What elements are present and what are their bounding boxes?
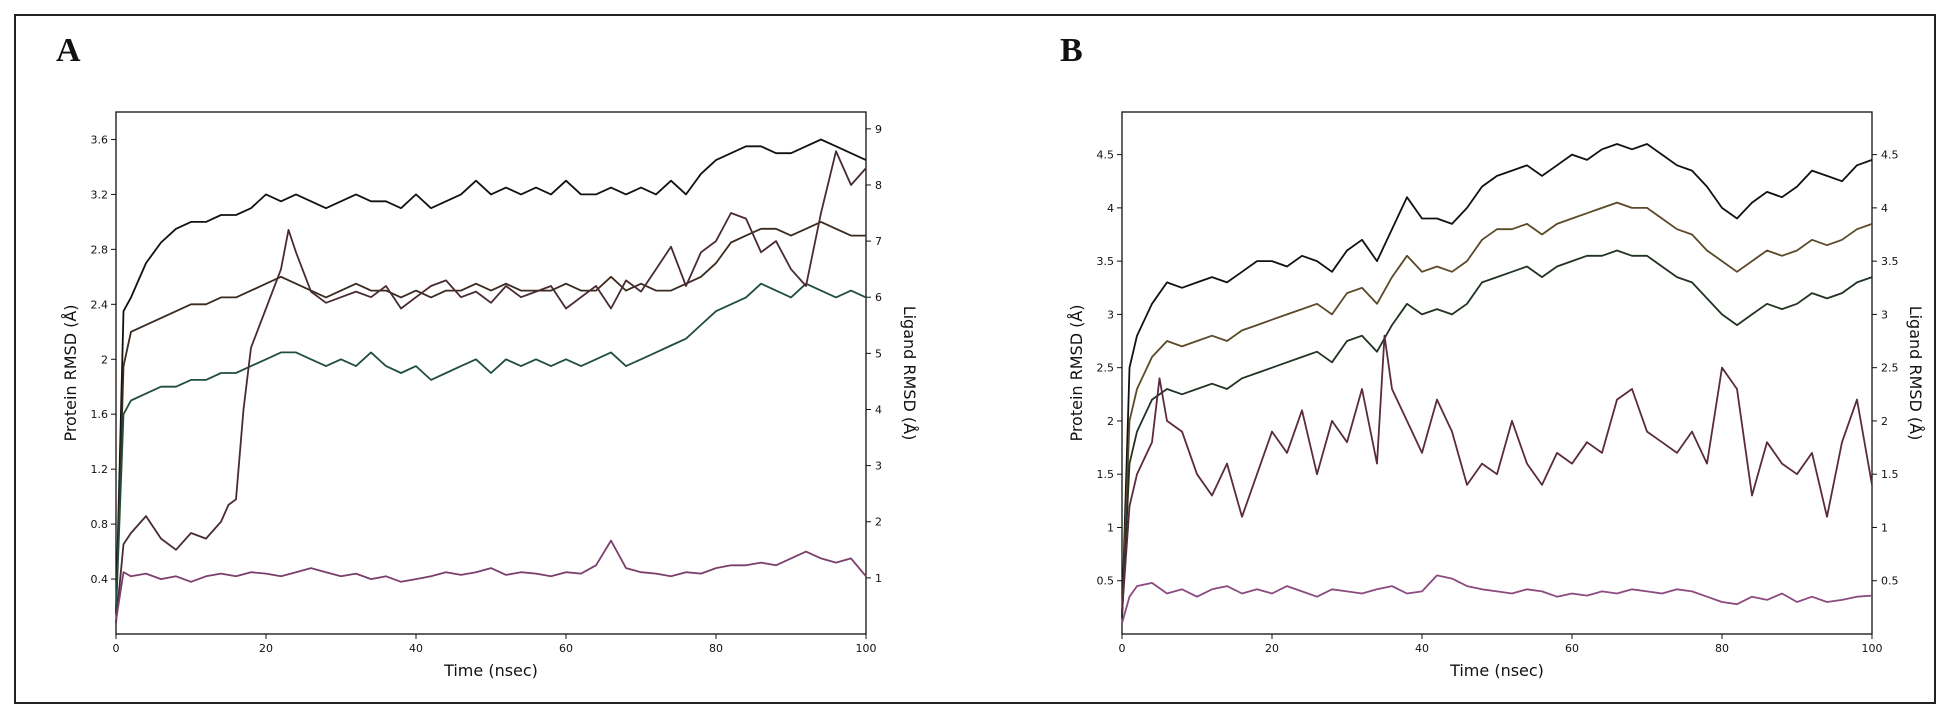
y-tick-label-b: 0.5 bbox=[1097, 575, 1115, 588]
y-tick-label-b: 2 bbox=[1107, 415, 1114, 428]
y2-tick-label-b: 2 bbox=[1881, 415, 1888, 428]
y-tick-label-b: 4 bbox=[1107, 202, 1114, 215]
y-tick-label-b: 4.5 bbox=[1097, 149, 1115, 162]
y-tick-label-b: 1.5 bbox=[1097, 468, 1115, 481]
series-line-b-5 bbox=[1121, 574, 1873, 624]
y2-tick-label-a: 8 bbox=[875, 179, 882, 192]
y2-axis-title-b: Ligand RMSD (Å) bbox=[1906, 306, 1925, 441]
y2-tick-label-b: 2.5 bbox=[1881, 362, 1899, 375]
series-line-b-3 bbox=[1121, 249, 1873, 619]
x-axis-title-b: Time (nsec) bbox=[1449, 661, 1544, 680]
y-tick-label-b: 2.5 bbox=[1097, 362, 1115, 375]
y-tick-label-a: 1.6 bbox=[91, 408, 109, 421]
y2-axis-title-a: Ligand RMSD (Å) bbox=[900, 306, 919, 441]
series-line-a-4 bbox=[115, 150, 867, 623]
x-tick-label-b: 60 bbox=[1565, 642, 1579, 655]
y-tick-label-a: 3.6 bbox=[91, 133, 109, 146]
y-tick-label-a: 2.8 bbox=[91, 243, 109, 256]
x-tick-label-b: 0 bbox=[1119, 642, 1126, 655]
x-tick-label-a: 0 bbox=[113, 642, 120, 655]
y2-tick-label-a: 3 bbox=[875, 460, 882, 473]
y-tick-label-a: 1.2 bbox=[91, 463, 109, 476]
series-line-b-2 bbox=[1121, 201, 1873, 619]
x-tick-label-a: 40 bbox=[409, 642, 423, 655]
series-line-b-1 bbox=[1121, 143, 1873, 619]
y2-tick-label-b: 1.5 bbox=[1881, 468, 1899, 481]
y-tick-label-a: 2 bbox=[101, 353, 108, 366]
x-tick-label-b: 40 bbox=[1415, 642, 1429, 655]
x-tick-label-a: 100 bbox=[856, 642, 877, 655]
y-tick-label-b: 3.5 bbox=[1097, 255, 1115, 268]
y2-tick-label-b: 0.5 bbox=[1881, 575, 1899, 588]
x-axis-title-a: Time (nsec) bbox=[443, 661, 538, 680]
x-tick-label-a: 80 bbox=[709, 642, 723, 655]
y2-tick-label-a: 6 bbox=[875, 291, 882, 304]
y2-tick-label-b: 3.5 bbox=[1881, 255, 1899, 268]
y2-tick-label-a: 4 bbox=[875, 403, 882, 416]
y-tick-label-a: 0.8 bbox=[91, 518, 109, 531]
series-line-a-2 bbox=[115, 220, 866, 614]
y2-tick-label-a: 9 bbox=[875, 123, 882, 136]
x-tick-label-b: 20 bbox=[1265, 642, 1279, 655]
x-tick-label-b: 100 bbox=[1862, 642, 1883, 655]
y2-tick-label-b: 4.5 bbox=[1881, 149, 1899, 162]
y2-tick-label-b: 1 bbox=[1881, 521, 1888, 534]
y-tick-label-a: 0.4 bbox=[91, 573, 109, 586]
y-tick-label-a: 3.2 bbox=[91, 188, 109, 201]
plot-frame-a bbox=[115, 111, 867, 635]
y-axis-title-b: Protein RMSD (Å) bbox=[1067, 304, 1086, 441]
panel-label-b: B bbox=[1060, 32, 1083, 69]
series-line-b-4 bbox=[1121, 334, 1873, 613]
x-tick-label-b: 80 bbox=[1715, 642, 1729, 655]
figure-frame bbox=[14, 14, 1936, 704]
y2-tick-label-a: 1 bbox=[875, 572, 882, 585]
series-line-a-3 bbox=[115, 282, 867, 614]
series-line-a-5 bbox=[115, 539, 867, 621]
y2-tick-label-b: 3 bbox=[1881, 308, 1888, 321]
y2-tick-label-b: 4 bbox=[1881, 202, 1888, 215]
x-tick-label-a: 60 bbox=[559, 642, 573, 655]
y-tick-label-b: 1 bbox=[1107, 521, 1114, 534]
y2-tick-label-a: 5 bbox=[875, 347, 882, 360]
y2-tick-label-a: 2 bbox=[875, 516, 882, 529]
y2-tick-label-a: 7 bbox=[875, 235, 882, 248]
y-tick-label-b: 3 bbox=[1107, 308, 1114, 321]
panel-label-a: A bbox=[56, 32, 81, 69]
x-tick-label-a: 20 bbox=[259, 642, 273, 655]
plot-frame-b bbox=[1121, 111, 1873, 635]
y-tick-label-a: 2.4 bbox=[91, 298, 109, 311]
series-line-a-1 bbox=[115, 138, 867, 614]
y-axis-title-a: Protein RMSD (Å) bbox=[61, 304, 80, 441]
